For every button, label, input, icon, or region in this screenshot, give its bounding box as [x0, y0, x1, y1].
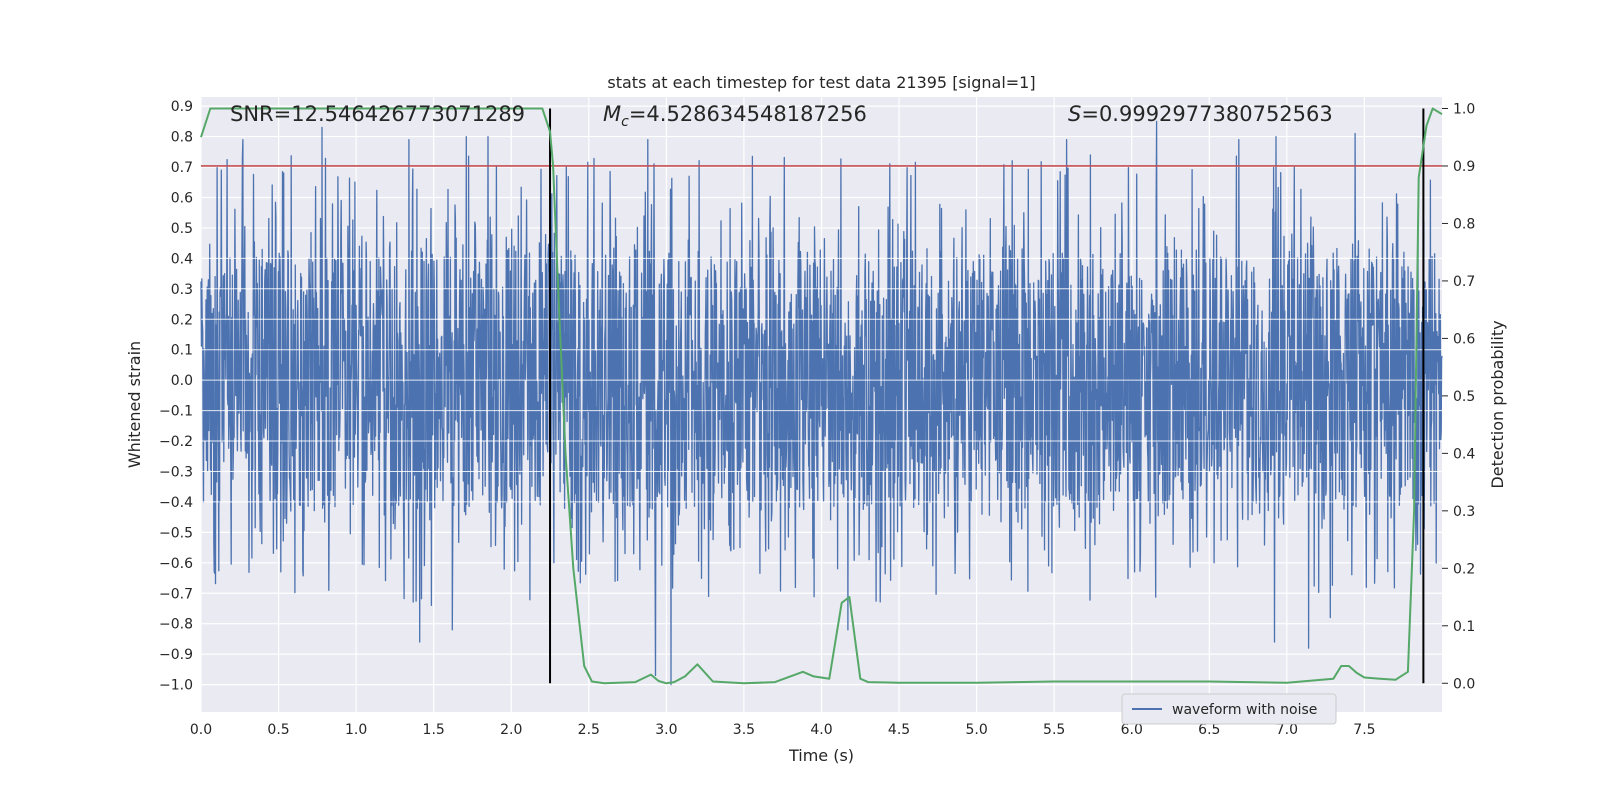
y-tick-label: 0.3 [171, 282, 193, 298]
y-tick-label: −0.1 [159, 404, 193, 420]
y-tick-label: 0.9 [171, 99, 193, 115]
x-tick-label: 5.0 [965, 722, 987, 738]
right-y-tick-label: 1.0 [1453, 101, 1475, 117]
x-tick-label: 7.5 [1353, 722, 1375, 738]
s-value: =0.9992977380752563 [1081, 102, 1332, 126]
x-tick-label: 0.0 [190, 722, 212, 738]
legend-box [1121, 693, 1337, 725]
y-axis-ticks: 0.9 0.8 0.7 0.6 0.5 0.4 0.3 0.2 0.1 0.0 −0.1 −0.2 −0… [159, 99, 193, 693]
y-tick-label: −0.6 [159, 556, 193, 572]
right-y-tick-label: 0.7 [1453, 274, 1475, 290]
mc-subscript: c [621, 114, 629, 130]
x-tick-label: 2.0 [500, 722, 522, 738]
right-y-tick-label: 0.9 [1453, 159, 1475, 175]
right-y-axis-ticks: 1.0 0.9 0.8 0.7 0.6 0.5 0.4 0.3 0.2 0.1 0.0 [1442, 101, 1475, 692]
s-symbol: S [1068, 102, 1081, 126]
right-y-tick-label: 0.2 [1453, 561, 1475, 577]
right-y-tick-label: 0.6 [1453, 331, 1475, 347]
x-tick-label: 3.0 [655, 722, 677, 738]
snr-annotation: SNR=12.546426773071289 [230, 102, 525, 126]
y-tick-label: −0.2 [159, 434, 193, 450]
y-tick-label: 0.6 [171, 190, 193, 206]
y-tick-label: −1.0 [159, 678, 193, 694]
x-tick-label: 0.5 [267, 722, 289, 738]
score-annotation: S=0.9992977380752563 [1068, 102, 1333, 126]
y-tick-label: 0.8 [171, 130, 193, 146]
y-tick-label: 0.1 [171, 343, 193, 359]
x-tick-label: 6.5 [1198, 722, 1220, 738]
y-tick-label: −0.4 [159, 495, 193, 511]
right-y-tick-label: 0.3 [1453, 504, 1475, 520]
right-y-tick-label: 0.5 [1453, 389, 1475, 405]
y-tick-label: 0.0 [171, 373, 193, 389]
right-y-tick-label: 0.8 [1453, 216, 1475, 232]
y-tick-label: 0.7 [171, 160, 193, 176]
y-tick-label: 0.5 [171, 221, 193, 237]
probability-line [200, 107, 1443, 685]
x-tick-label: 2.5 [578, 722, 600, 738]
y-tick-label: 0.2 [171, 312, 193, 328]
x-tick-label: 3.5 [733, 722, 755, 738]
x-tick-label: 5.5 [1043, 722, 1065, 738]
right-y-axis-label: Detection probability [1488, 320, 1507, 488]
x-axis-label: Time (s) [788, 746, 854, 765]
x-axis-ticks: 0.0 0.5 1.0 1.5 2.0 2.5 3.0 3.5 4.0 4.5 5.0 5.5 6.0 6… [190, 722, 1376, 738]
probability-series [200, 107, 1443, 685]
x-tick-label: 1.0 [345, 722, 367, 738]
x-tick-label: 7.0 [1276, 722, 1298, 738]
legend-label: waveform with noise [1172, 702, 1317, 718]
right-y-tick-label: 0.4 [1453, 446, 1475, 462]
y-tick-label: −0.8 [159, 617, 193, 633]
y-tick-label: −0.5 [159, 525, 193, 541]
y-tick-label: −0.9 [159, 647, 193, 663]
x-tick-label: 4.5 [888, 722, 910, 738]
x-tick-label: 4.0 [810, 722, 832, 738]
y-tick-label: −0.3 [159, 464, 193, 480]
right-y-tick-label: 0.1 [1453, 619, 1475, 635]
x-tick-label: 1.5 [423, 722, 445, 738]
legend: waveform with noise [1121, 693, 1337, 725]
y-tick-label: 0.4 [171, 251, 193, 267]
x-tick-label: 6.0 [1121, 722, 1143, 738]
waveform-line [200, 120, 1443, 686]
chart-title: stats at each timestep for test data 213… [607, 73, 1035, 92]
y-axis-label: Whitened strain [125, 341, 144, 468]
waveform-series [200, 120, 1443, 686]
y-tick-label: −0.7 [159, 586, 193, 602]
mc-value: =4.528634548187256 [629, 102, 867, 126]
right-y-tick-label: 0.0 [1453, 676, 1475, 692]
mc-symbol: M [603, 102, 621, 126]
chirp-mass-annotation: Mc=4.528634548187256 [603, 102, 867, 130]
reference-lines [201, 108, 1442, 684]
